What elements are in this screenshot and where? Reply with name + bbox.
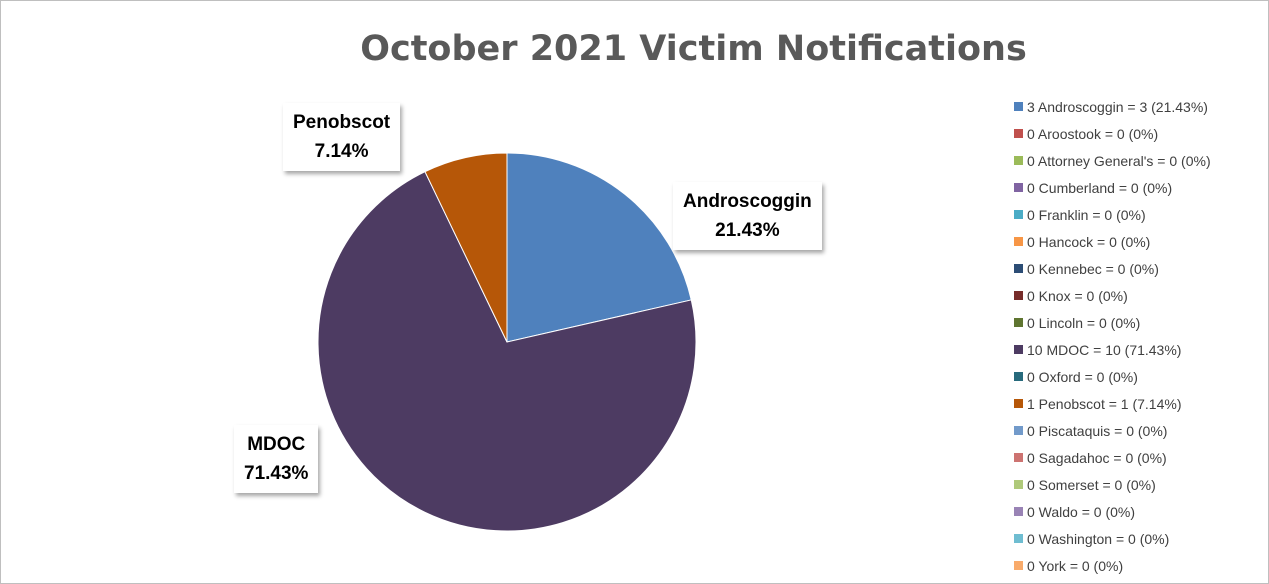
legend-label: 0 Cumberland = 0 (0%): [1027, 179, 1173, 196]
legend-item-penobscot: 1 Penobscot = 1 (7.14%): [1014, 390, 1264, 417]
legend-swatch: [1014, 102, 1023, 111]
legend-label: 0 Knox = 0 (0%): [1027, 287, 1128, 304]
legend-label: 0 Waldo = 0 (0%): [1027, 503, 1136, 520]
data-label-name: Penobscot: [293, 112, 391, 133]
legend-item-lincoln: 0 Lincoln = 0 (0%): [1014, 309, 1264, 336]
legend-item-waldo: 0 Waldo = 0 (0%): [1014, 498, 1264, 525]
legend-label: 3 Androscoggin = 3 (21.43%): [1027, 98, 1208, 115]
legend-label: 0 Kennebec = 0 (0%): [1027, 260, 1159, 277]
legend-swatch: [1014, 399, 1023, 408]
legend-swatch: [1014, 210, 1023, 219]
legend-item-aroostook: 0 Aroostook = 0 (0%): [1014, 120, 1264, 147]
legend-swatch: [1014, 534, 1023, 543]
data-label-name: MDOC: [247, 434, 306, 455]
pie-slice-androscoggin: [506, 152, 692, 343]
legend-swatch: [1014, 237, 1023, 246]
data-label-name: Androscoggin: [683, 191, 812, 212]
pie-slice-mdoc: [317, 171, 697, 532]
legend-item-piscataquis: 0 Piscataquis = 0 (0%): [1014, 417, 1264, 444]
legend-item-cumberland: 0 Cumberland = 0 (0%): [1014, 174, 1264, 201]
legend-swatch: [1014, 183, 1023, 192]
legend-label: 1 Penobscot = 1 (7.14%): [1027, 395, 1182, 412]
legend-item-oxford: 0 Oxford = 0 (0%): [1014, 363, 1264, 390]
legend-label: 0 Aroostook = 0 (0%): [1027, 125, 1159, 142]
legend-label: 0 York = 0 (0%): [1027, 557, 1124, 574]
data-label-mdoc: MDOC 71.43%: [234, 425, 319, 493]
legend-swatch: [1014, 561, 1023, 570]
chart-legend: 3 Androscoggin = 3 (21.43%) 0 Aroostook =…: [1014, 93, 1264, 579]
legend-label: 0 Hancock = 0 (0%): [1027, 233, 1151, 250]
data-label-percent: 21.43%: [715, 220, 780, 241]
legend-item-mdoc: 10 MDOC = 10 (71.43%): [1014, 336, 1264, 363]
legend-swatch: [1014, 129, 1023, 138]
legend-item-hancock: 0 Hancock = 0 (0%): [1014, 228, 1264, 255]
legend-item-washington: 0 Washington = 0 (0%): [1014, 525, 1264, 552]
legend-label: 0 Sagadahoc = 0 (0%): [1027, 449, 1167, 466]
legend-item-york: 0 York = 0 (0%): [1014, 552, 1264, 579]
legend-item-androscoggin: 3 Androscoggin = 3 (21.43%): [1014, 93, 1264, 120]
legend-label: 0 Lincoln = 0 (0%): [1027, 314, 1141, 331]
legend-swatch: [1014, 345, 1023, 354]
legend-item-franklin: 0 Franklin = 0 (0%): [1014, 201, 1264, 228]
legend-label: 0 Attorney General's = 0 (0%): [1027, 152, 1211, 169]
legend-label: 0 Somerset = 0 (0%): [1027, 476, 1156, 493]
legend-swatch: [1014, 156, 1023, 165]
legend-item-knox: 0 Knox = 0 (0%): [1014, 282, 1264, 309]
legend-label: 10 MDOC = 10 (71.43%): [1027, 341, 1182, 358]
data-label-percent: 7.14%: [314, 141, 369, 162]
pie-slice-penobscot: [424, 152, 508, 343]
legend-label: 0 Washington = 0 (0%): [1027, 530, 1170, 547]
legend-item-sagadahoc: 0 Sagadahoc = 0 (0%): [1014, 444, 1264, 471]
legend-swatch: [1014, 507, 1023, 516]
data-label-penobscot: Penobscot 7.14%: [283, 103, 401, 171]
legend-swatch: [1014, 453, 1023, 462]
legend-item-somerset: 0 Somerset = 0 (0%): [1014, 471, 1264, 498]
legend-label: 0 Franklin = 0 (0%): [1027, 206, 1146, 223]
legend-swatch: [1014, 372, 1023, 381]
data-label-percent: 71.43%: [244, 463, 309, 484]
data-label-androscoggin: Androscoggin 21.43%: [673, 182, 822, 250]
legend-swatch: [1014, 426, 1023, 435]
chart-title: October 2021 Victim Notifications: [360, 29, 1027, 69]
pie-chart: [317, 152, 697, 532]
legend-swatch: [1014, 291, 1023, 300]
legend-swatch: [1014, 318, 1023, 327]
legend-swatch: [1014, 264, 1023, 273]
legend-item-kennebec: 0 Kennebec = 0 (0%): [1014, 255, 1264, 282]
legend-label: 0 Piscataquis = 0 (0%): [1027, 422, 1168, 439]
legend-item-attorney-general-s: 0 Attorney General's = 0 (0%): [1014, 147, 1264, 174]
legend-swatch: [1014, 480, 1023, 489]
legend-label: 0 Oxford = 0 (0%): [1027, 368, 1138, 385]
